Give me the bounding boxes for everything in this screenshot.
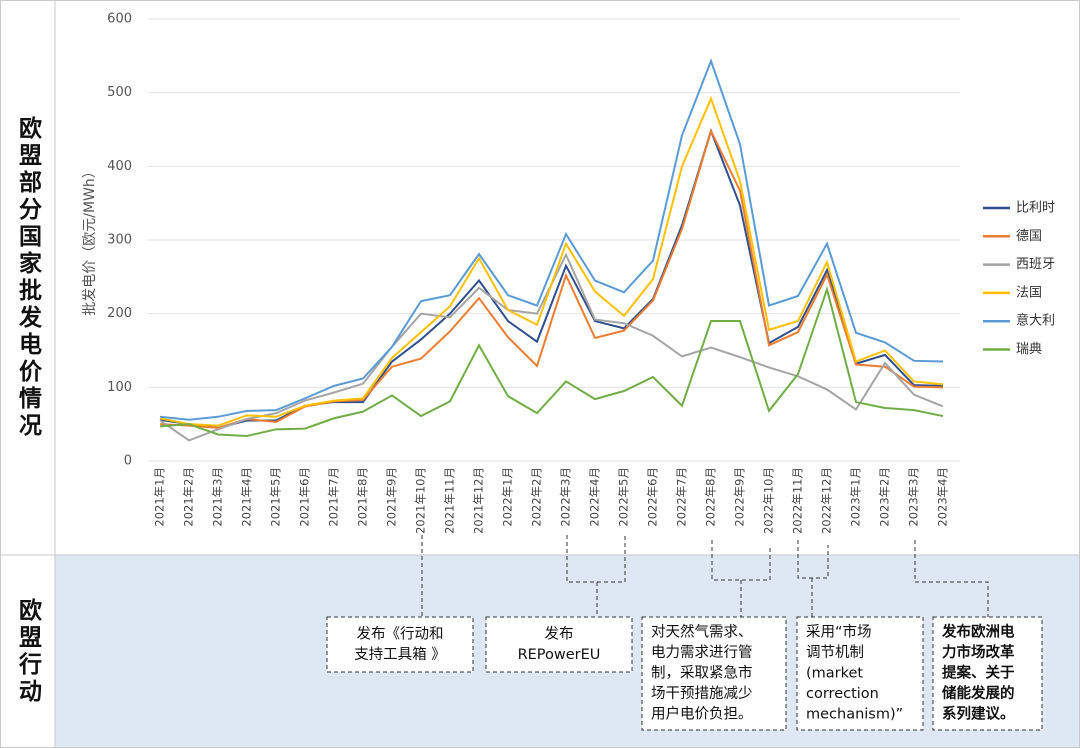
x-tick-label: 2022年12月: [820, 467, 834, 534]
connector: [914, 540, 989, 617]
legend-label: 意大利: [1016, 313, 1055, 329]
x-tick-label: 2021年8月: [356, 467, 370, 527]
action-box: [641, 616, 787, 731]
y-tick-label: 500: [107, 85, 132, 100]
side-panel: 欧盟行动: [0, 555, 55, 748]
x-tick-label: 2021年1月: [153, 467, 167, 527]
x-tick-label: 2021年5月: [269, 467, 283, 527]
action-text: 支持工具箱 》: [354, 646, 446, 663]
side-label: 欧盟行动: [14, 597, 41, 706]
series-line: [159, 285, 944, 437]
action-text: 场干预措施减少: [651, 685, 753, 702]
x-tick-label: 2023年3月: [907, 467, 921, 527]
x-tick-label: 2022年11月: [791, 467, 805, 534]
x-tick-label: 2022年8月: [704, 467, 718, 527]
action-text: 力市场改革: [942, 643, 1015, 661]
action-box: [796, 616, 924, 731]
action-text: mechanism)”: [806, 707, 903, 723]
x-tick-label: 2022年10月: [762, 467, 776, 534]
x-tick-label: 2023年1月: [849, 467, 863, 527]
action-text: correction: [806, 686, 879, 702]
x-tick-label: 2021年3月: [211, 467, 225, 527]
action-box: [932, 616, 1043, 731]
x-tick-label: 2022年6月: [646, 467, 660, 527]
x-tick-label: 2021年4月: [240, 467, 254, 527]
action-box: [326, 616, 474, 673]
x-tick-label: 2021年10月: [414, 467, 428, 534]
series-line: [159, 58, 944, 421]
x-tick-label: 2021年9月: [385, 467, 399, 527]
action-text: 对天然气需求、: [651, 624, 753, 641]
x-tick-label: 2021年12月: [472, 467, 486, 534]
y-tick-label: 400: [107, 159, 132, 174]
action-text: 发布《行动和: [357, 625, 444, 642]
connector: [797, 540, 829, 617]
x-tick-label: 2022年7月: [675, 467, 689, 527]
x-tick-label: 2022年5月: [617, 467, 631, 527]
action-text: 发布: [545, 625, 574, 642]
series-line: [159, 95, 944, 427]
legend-label: 西班牙: [1016, 257, 1055, 272]
side-panel: 欧盟部分国家批发电价情况: [0, 0, 55, 555]
x-tick-label: 2021年2月: [182, 467, 196, 527]
action-text: 系列建议。: [942, 705, 1015, 723]
y-tick-label: 200: [107, 306, 132, 321]
legend-label: 比利时: [1016, 201, 1055, 216]
action-text: 提案、关于: [942, 664, 1015, 682]
y-tick-label: 600: [107, 12, 132, 27]
y-tick-label: 100: [107, 380, 132, 395]
x-tick-label: 2021年11月: [443, 467, 457, 534]
y-axis-label: 批发电价（欧元/MWh）: [82, 164, 98, 316]
side-label: 欧盟部分国家批发电价情况: [14, 115, 41, 440]
x-tick-label: 2022年2月: [530, 467, 544, 527]
action-text: (market: [806, 666, 863, 682]
x-tick-label: 2023年2月: [878, 467, 892, 527]
x-tick-label: 2021年7月: [327, 467, 341, 527]
x-tick-label: 2022年3月: [559, 467, 573, 527]
action-text: 采用“市场: [806, 624, 872, 641]
connector: [566, 535, 626, 617]
x-tick-label: 2022年9月: [733, 467, 747, 527]
action-text: 制，采取紧急市: [651, 665, 753, 682]
y-tick-label: 0: [124, 454, 132, 469]
action-text: 发布欧洲电: [941, 623, 1015, 641]
x-tick-label: 2023年4月: [936, 467, 950, 527]
legend-label: 法国: [1016, 285, 1042, 300]
y-tick-label: 300: [107, 233, 132, 248]
action-box: [485, 616, 633, 673]
legend-label: 瑞典: [1016, 342, 1042, 357]
x-tick-label: 2021年6月: [298, 467, 312, 527]
action-text: 储能发展的: [942, 684, 1015, 702]
x-tick-label: 2022年4月: [588, 467, 602, 527]
action-text: 调节机制: [806, 644, 864, 661]
connector: [711, 540, 771, 617]
action-text: 电力需求进行管: [651, 644, 753, 661]
series-line: [159, 128, 944, 429]
legend-label: 德国: [1016, 229, 1042, 244]
x-tick-label: 2022年1月: [501, 467, 515, 527]
action-text: REPowerEU: [518, 647, 601, 663]
action-text: 用户电价负担。: [651, 706, 753, 723]
